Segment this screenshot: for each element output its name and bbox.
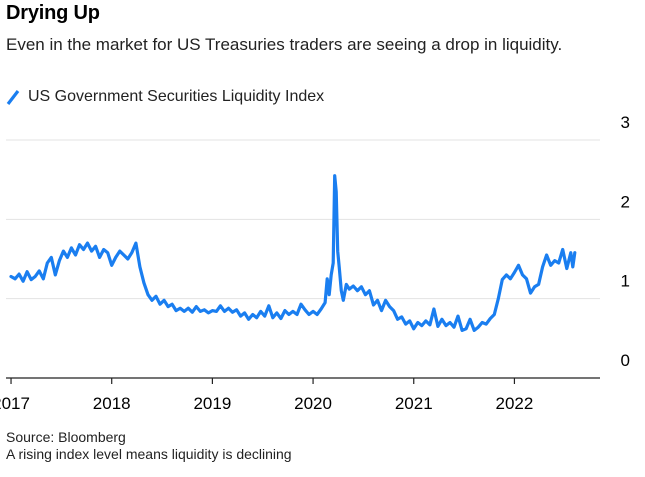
y-tick-label: 1 <box>621 272 630 291</box>
x-tick-label: 2018 <box>93 394 131 413</box>
legend-label: US Government Securities Liquidity Index <box>28 88 325 105</box>
chart-subtitle: Even in the market for US Treasuries tra… <box>6 35 563 54</box>
series-line-liquidity-index <box>9 174 577 332</box>
x-tick-label: 2017 <box>0 394 30 413</box>
legend: US Government Securities Liquidity Index <box>6 88 324 106</box>
source-note: Source: Bloomberg <box>6 429 126 445</box>
chart-title: Drying Up <box>6 2 100 24</box>
x-tick-label: 2020 <box>294 394 332 413</box>
footnote: A rising index level means liquidity is … <box>6 446 292 462</box>
x-tick-label: 2019 <box>193 394 231 413</box>
legend-swatch-icon <box>6 90 20 105</box>
x-tick-label: 2021 <box>395 394 433 413</box>
y-tick-label: 0 <box>621 351 630 370</box>
y-tick-label: 3 <box>621 113 630 132</box>
y-tick-label: 2 <box>621 192 630 211</box>
x-tick-label: 2022 <box>496 394 534 413</box>
